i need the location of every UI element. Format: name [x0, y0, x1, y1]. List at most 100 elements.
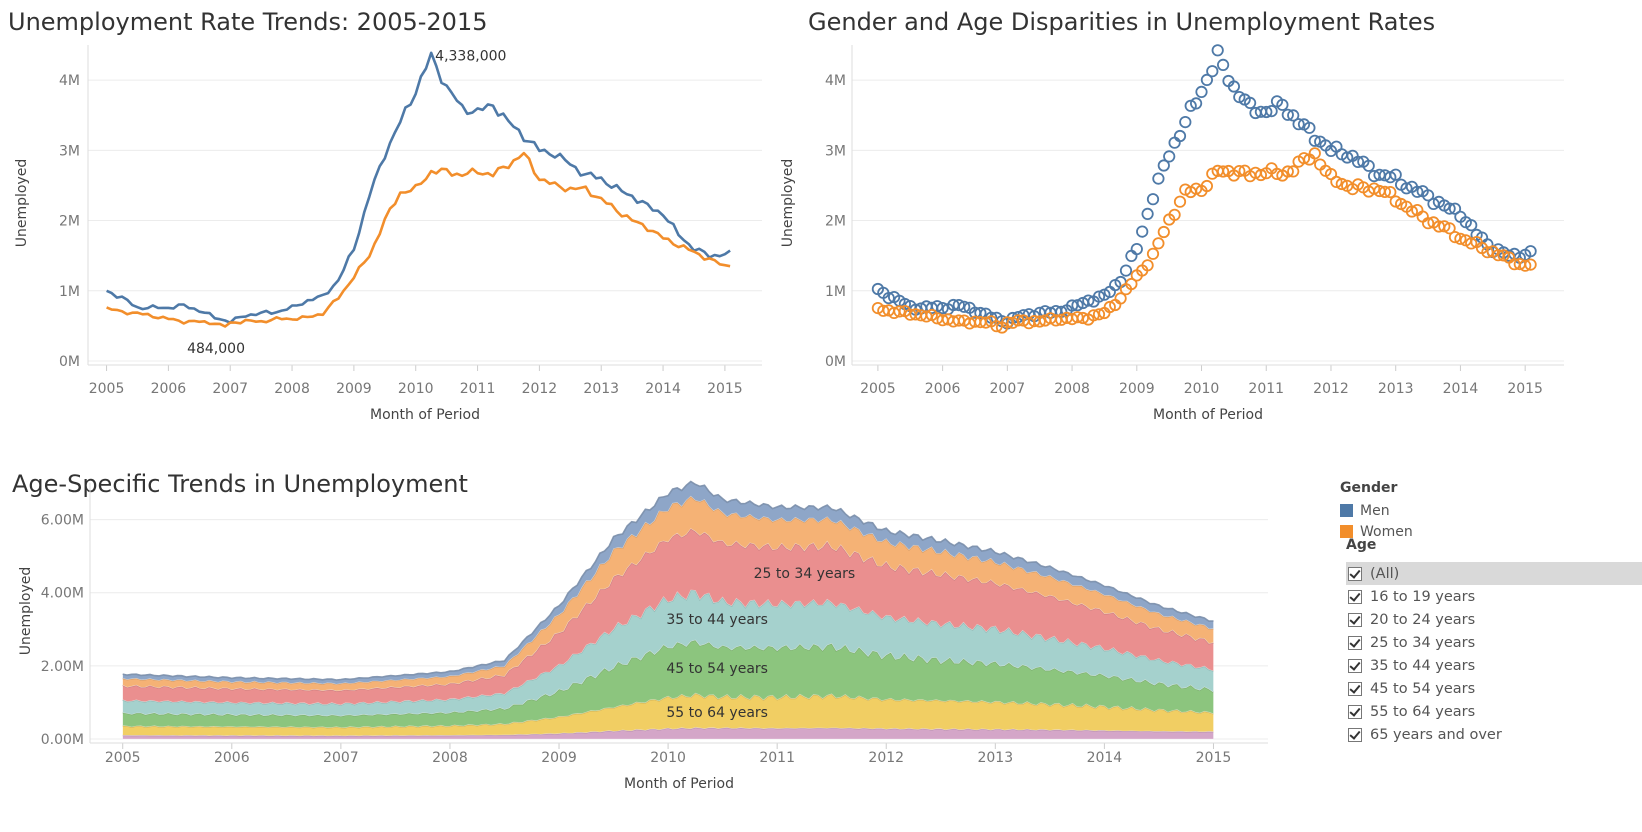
scatter-point-women [1465, 237, 1478, 250]
scatter-point-men [1422, 189, 1435, 202]
scatter-axes: 0M 1M 2M 3M 4M 2005 2006 2007 2008 2009 2010 2011 20… [780, 45, 1564, 423]
scatter-point-men [1265, 105, 1278, 118]
line-annotation: 4,338,000 [435, 48, 506, 64]
scatter-point-women [1076, 311, 1090, 325]
checkbox-icon[interactable] [1348, 681, 1362, 696]
scatter-point-women [1443, 222, 1456, 235]
age-filter-65-over[interactable]: 65 years and over [1346, 723, 1642, 746]
scatter-point-women [1190, 182, 1203, 195]
age-filter-55-64[interactable]: 55 to 64 years [1346, 700, 1642, 723]
age-filter-45-54[interactable]: 45 to 54 years [1346, 677, 1642, 700]
area-xtick-label: 2012 [868, 750, 904, 766]
scatter-point-women [1497, 249, 1510, 262]
checkbox-icon[interactable] [1348, 704, 1362, 719]
age-filter-35-44[interactable]: 35 to 44 years [1346, 654, 1642, 677]
scatter-point-women [1281, 165, 1294, 178]
age-filter-16-19[interactable]: 16 to 19 years [1346, 585, 1642, 608]
scatter-point-men [1411, 185, 1424, 198]
line-xtick-label: 2005 [89, 381, 125, 397]
line-ytick-label: 2M [59, 214, 80, 230]
scatter-point-women [1524, 258, 1537, 271]
legend-swatch-men [1340, 504, 1353, 517]
scatter-xtick-label: 2013 [1378, 381, 1414, 397]
line-series-men [106, 51, 731, 324]
area-xlabel: Month of Period [624, 776, 734, 792]
age-filter-label: (All) [1370, 565, 1400, 582]
scatter-point-men [974, 306, 987, 320]
scatter-point-men [1071, 299, 1084, 312]
scatter-xtick-label: 2005 [860, 381, 896, 397]
line-ytick-label: 1M [59, 284, 80, 300]
scatter-point-women [1217, 165, 1230, 178]
line-ytick-label: 0M [59, 354, 80, 370]
scatter-ytick-label: 0M [825, 354, 846, 370]
scatter-point-men [1173, 129, 1187, 143]
area-ytick-label: 0.00M [41, 732, 84, 748]
scatter-ytick-label: 1M [825, 284, 846, 300]
scatter-point-women [1335, 177, 1348, 191]
scatter-point-men [1157, 159, 1170, 172]
scatter-xlabel: Month of Period [1153, 407, 1263, 423]
scatter-point-men [1341, 151, 1354, 164]
age-filter-title: Age [1346, 537, 1377, 553]
scatter-point-men [1200, 73, 1214, 87]
scatter-ytick-label: 4M [825, 73, 846, 89]
checkbox-icon[interactable] [1348, 612, 1362, 627]
legend-item-women[interactable]: Women [1340, 521, 1640, 542]
age-filter-25-34[interactable]: 25 to 34 years [1346, 631, 1642, 654]
age-filter-label: 16 to 19 years [1370, 588, 1476, 605]
scatter-point-women [1141, 259, 1154, 272]
checkbox-icon[interactable] [1348, 566, 1362, 581]
legend-item-men[interactable]: Men [1340, 500, 1640, 521]
scatter-point-men [1217, 58, 1230, 72]
line-xtick-label: 2014 [645, 381, 681, 397]
line-xtick-label: 2009 [336, 381, 372, 397]
scatter-point-women [1422, 217, 1435, 230]
gender-legend-title: Gender [1340, 480, 1398, 496]
scatter-point-men [1308, 134, 1321, 147]
scatter-point-men [1276, 98, 1289, 111]
age-filter-20-24[interactable]: 20 to 24 years [1346, 608, 1642, 631]
scatter-point-women [1092, 308, 1106, 321]
scatter-point-men [1082, 294, 1095, 307]
age-filter-all[interactable]: (All) [1346, 562, 1642, 585]
scatter-point-men [958, 300, 971, 313]
scatter-point-women [1254, 168, 1268, 182]
scatter-point-men [931, 300, 944, 313]
area-xtick-label: 2009 [541, 750, 577, 766]
scatter-point-men [1130, 243, 1143, 256]
checkbox-icon[interactable] [1348, 727, 1362, 742]
scatter-point-men [1281, 108, 1294, 121]
scatter-point-men [1389, 168, 1402, 181]
checkbox-icon[interactable] [1348, 589, 1362, 604]
scatter-point-women [1033, 315, 1046, 328]
scatter-point-men [1136, 225, 1149, 238]
age-filter-label: 20 to 24 years [1370, 611, 1476, 628]
scatter-point-men [1179, 116, 1192, 129]
age-filter-label: 25 to 34 years [1370, 634, 1476, 651]
line-axes: 0M 1M 2M 3M 4M 2005 2006 2007 2008 2009 2010 2011 20… [14, 45, 762, 423]
scatter-xtick-label: 2010 [1184, 381, 1220, 397]
area-label: 25 to 34 years [754, 566, 856, 582]
scatter-point-women [1519, 259, 1532, 272]
checkbox-icon[interactable] [1348, 635, 1362, 650]
scatter-xtick-label: 2008 [1054, 381, 1090, 397]
checkbox-icon[interactable] [1348, 658, 1362, 673]
scatter-point-men [1066, 299, 1079, 312]
scatter-point-men [882, 291, 895, 305]
scatter-point-men [1400, 182, 1413, 195]
line-annotation: 484,000 [187, 341, 245, 357]
scatter-point-women [1448, 231, 1462, 244]
area-xtick-label: 2013 [977, 750, 1013, 766]
legend-label-men: Men [1360, 502, 1390, 519]
scatter-point-women [893, 305, 906, 318]
scatter-point-women [990, 320, 1003, 333]
legend-label-women: Women [1360, 523, 1413, 540]
scatter-point-men [1211, 44, 1224, 57]
scatter-point-men [1146, 193, 1160, 206]
scatter-point-men [1443, 202, 1456, 215]
scatter-point-women [1438, 220, 1451, 233]
line-xtick-label: 2011 [460, 381, 496, 397]
scatter-point-women [952, 314, 965, 327]
